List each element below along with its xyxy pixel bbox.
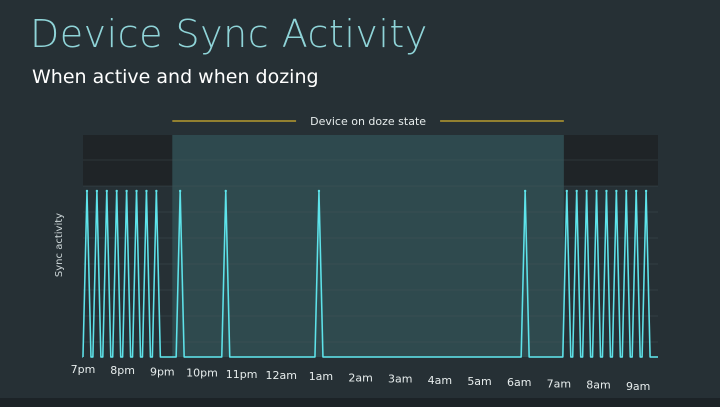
x-tick-label: 7am (547, 377, 571, 390)
sync-pulse-14 (585, 189, 588, 193)
sync-pulse-10 (317, 189, 321, 193)
x-tick-label: 9am (626, 380, 650, 393)
x-tick-label: 9pm (150, 365, 175, 378)
sync-pulse-2 (105, 189, 108, 193)
x-tick-label: 7pm (71, 363, 96, 376)
x-tick-labels: 7pm 8pm 9pm 10pm 11pm 12am 1am 2am 3am 4am 5am 6am 7… (71, 363, 651, 393)
gridlines (83, 159, 658, 343)
x-tick-label: 5am (467, 375, 491, 388)
chart-title: Device Sync Activity (30, 12, 428, 56)
x-tick-label: 1am (309, 370, 333, 383)
sync-pulse-6 (145, 189, 148, 193)
sync-pulse-1 (95, 189, 99, 193)
y-axis-label-group: Sync activity (54, 213, 65, 277)
sync-pulse-16 (605, 189, 608, 193)
x-tick-label: 4am (428, 374, 452, 387)
x-tick-label: 8pm (110, 364, 135, 377)
sync-pulse-17 (615, 189, 618, 193)
sync-pulse-5 (135, 189, 138, 193)
sync-pulse-9 (224, 189, 227, 193)
x-tick-label: 8am (586, 379, 610, 392)
x-tick-label: 6am (507, 376, 531, 389)
y-axis-label: Sync activity (54, 213, 65, 277)
doze-region (172, 135, 564, 357)
sync-pulse-7 (155, 189, 158, 193)
sync-pulse-0 (85, 189, 89, 193)
bottom-bar (0, 398, 720, 407)
sync-pulse-13 (575, 189, 578, 193)
sync-pulse-3 (115, 189, 118, 193)
sync-pulse-20 (644, 189, 648, 193)
chart-subtitle: When active and when dozing (32, 66, 319, 88)
sync-pulse-8 (178, 189, 182, 193)
sync-pulse-19 (634, 189, 638, 193)
sync-pulse-18 (625, 189, 628, 193)
sync-pulse-4 (125, 189, 128, 193)
sync-pulse-15 (595, 189, 598, 193)
doze-annotation: Device on doze state (172, 115, 564, 128)
sync-pulse-12 (565, 189, 568, 193)
doze-annotation-label: Device on doze state (310, 115, 426, 128)
x-tick-label: 12am (266, 369, 297, 382)
sync-pulse-11 (523, 189, 527, 193)
x-tick-label: 10pm (186, 367, 218, 380)
x-tick-label: 2am (348, 371, 372, 384)
x-tick-label: 3am (388, 373, 412, 386)
sync-signal (82, 189, 658, 358)
background-bands (83, 135, 658, 357)
x-tick-label: 11pm (226, 368, 258, 381)
